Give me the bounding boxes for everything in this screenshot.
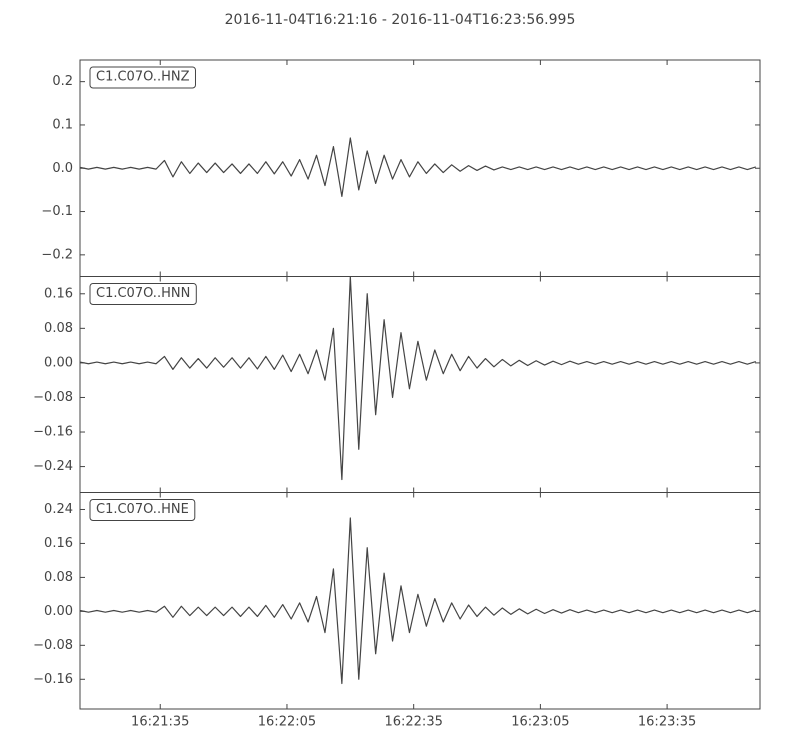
plot-area xyxy=(80,276,756,481)
waveform xyxy=(80,276,756,481)
y-tick-label: −0.08 xyxy=(33,638,73,653)
trace-label-box xyxy=(89,499,196,521)
y-tick-label: 0.24 xyxy=(44,502,73,517)
y-tick-label: 0.1 xyxy=(52,117,73,132)
trace-label-box xyxy=(89,66,196,89)
panel-frame xyxy=(79,492,761,710)
trace-label-box xyxy=(89,283,197,305)
trace-label: C1.C07O..HNN xyxy=(96,286,190,301)
y-tick-label: 0.0 xyxy=(52,161,73,176)
y-tick-label: 0.16 xyxy=(44,536,73,551)
figure-title: 2016-11-04T16:21:16 - 2016-11-04T16:23:5… xyxy=(225,12,576,28)
plot-area xyxy=(80,137,756,197)
plot-area xyxy=(80,517,756,685)
x-tick-label: 16:23:05 xyxy=(511,715,569,730)
y-tick-label: 0.16 xyxy=(44,286,73,301)
waveform xyxy=(80,517,756,685)
y-tick-label: −0.2 xyxy=(41,247,73,262)
y-tick-label: 0.00 xyxy=(44,355,73,370)
y-tick-label: 0.08 xyxy=(44,321,73,336)
y-tick-label: −0.24 xyxy=(33,459,73,474)
x-tick-label: 16:21:35 xyxy=(131,715,189,730)
y-tick-label: −0.16 xyxy=(33,425,73,440)
y-tick-label: 0.00 xyxy=(44,604,73,619)
y-tick-label: 0.2 xyxy=(52,74,73,89)
trace-label: C1.C07O..HNE xyxy=(96,502,189,517)
x-tick-label: 16:23:35 xyxy=(638,715,696,730)
panel-frame xyxy=(79,276,761,493)
y-tick-label: −0.08 xyxy=(33,390,73,405)
trace-label: C1.C07O..HNZ xyxy=(96,70,190,85)
waveform xyxy=(80,137,756,197)
y-tick-label: −0.16 xyxy=(33,672,73,687)
x-tick-label: 16:22:05 xyxy=(258,715,316,730)
y-tick-label: −0.1 xyxy=(41,204,73,219)
x-tick-label: 16:22:35 xyxy=(384,715,442,730)
y-tick-label: 0.08 xyxy=(44,570,73,585)
